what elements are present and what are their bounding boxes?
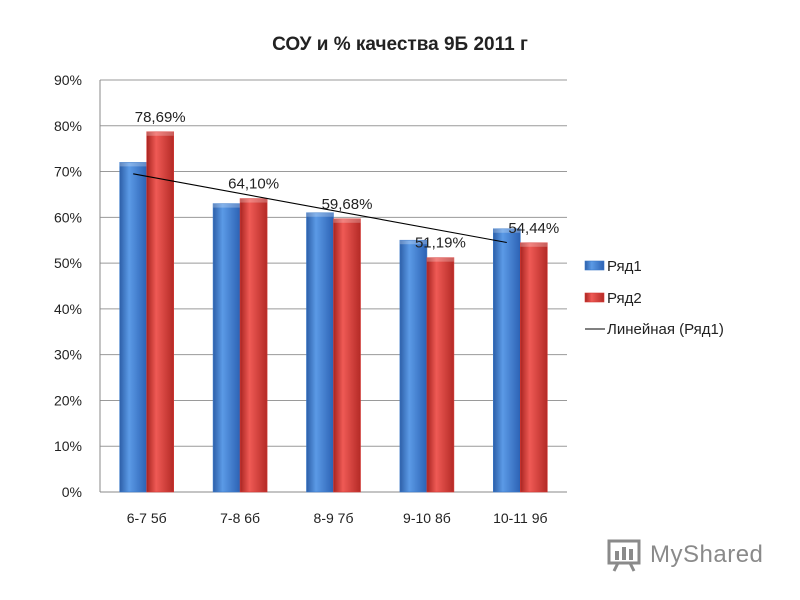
legend-label: Ряд1	[607, 258, 642, 275]
bar-top-highlight	[240, 198, 268, 203]
bar-Ряд1	[399, 239, 428, 493]
y-tick-label: 20%	[54, 392, 82, 408]
legend-swatch	[584, 292, 605, 303]
y-tick-label: 40%	[54, 301, 82, 317]
chart-title: СОУ и % качества 9Б 2011 г	[272, 34, 528, 55]
trendline-line	[133, 173, 507, 244]
trendline	[133, 173, 507, 244]
bar-top-highlight	[333, 218, 361, 223]
data-label: 59,68%	[322, 196, 373, 213]
bar-Ряд2	[333, 218, 361, 493]
bar-Ряд2	[146, 131, 174, 493]
bar-Ряд2	[239, 198, 268, 493]
axes: 0% 10% 20% 30% 40% 50% 60% 70% 80% 90% 6-7 5б 7-8 6…	[54, 72, 548, 526]
bar-top-highlight	[213, 203, 241, 208]
bar-top-highlight	[493, 228, 521, 233]
bars	[119, 131, 548, 493]
bar-Ряд2	[519, 242, 548, 493]
y-tick-label: 60%	[54, 209, 82, 225]
x-tick-label: 8-9 7б	[314, 510, 354, 526]
legend: Ряд1 Ряд2 Линейная (Ряд1)	[584, 258, 724, 338]
x-tick-label: 7-8 6б	[220, 510, 260, 526]
data-label: 64,10%	[228, 176, 279, 193]
presentation-icon	[607, 539, 641, 572]
watermark-text: MyShared	[650, 541, 764, 568]
bar-Ряд1	[119, 162, 147, 493]
bar-Ряд1	[492, 228, 521, 493]
y-tick-label: 30%	[54, 347, 82, 363]
y-tick-label: 80%	[54, 118, 82, 134]
bar-top-highlight	[399, 240, 427, 245]
bar-Ряд1	[306, 212, 334, 493]
legend-swatch	[584, 260, 605, 271]
watermark: MyShared	[606, 538, 763, 572]
x-tick-label: 9-10 8б	[403, 510, 451, 526]
x-tick-label: 10-11 9б	[493, 510, 547, 526]
y-tick-label: 10%	[54, 438, 82, 454]
data-label: 51,19%	[415, 235, 466, 252]
legend-label: Ряд2	[607, 290, 642, 307]
x-tick-label: 6-7 5б	[127, 510, 167, 526]
y-tick-label: 50%	[54, 255, 82, 271]
y-tick-label: 70%	[54, 164, 82, 180]
y-tick-label: 90%	[54, 72, 82, 88]
bar-Ряд1	[212, 203, 241, 493]
y-tick-label: 0%	[62, 484, 82, 500]
bar-top-highlight	[146, 131, 174, 136]
data-labels: 78,69% 64,10% 59,68% 51,19% 54,44%	[135, 109, 559, 252]
bar-top-highlight	[119, 162, 147, 167]
bar-top-highlight	[306, 212, 334, 217]
bar-top-highlight	[520, 242, 548, 247]
legend-label: Линейная (Ряд1)	[607, 321, 724, 338]
bar-Ряд2	[426, 257, 455, 493]
data-label: 78,69%	[135, 109, 186, 126]
data-label: 54,44%	[508, 220, 559, 237]
bar-top-highlight	[426, 257, 454, 262]
